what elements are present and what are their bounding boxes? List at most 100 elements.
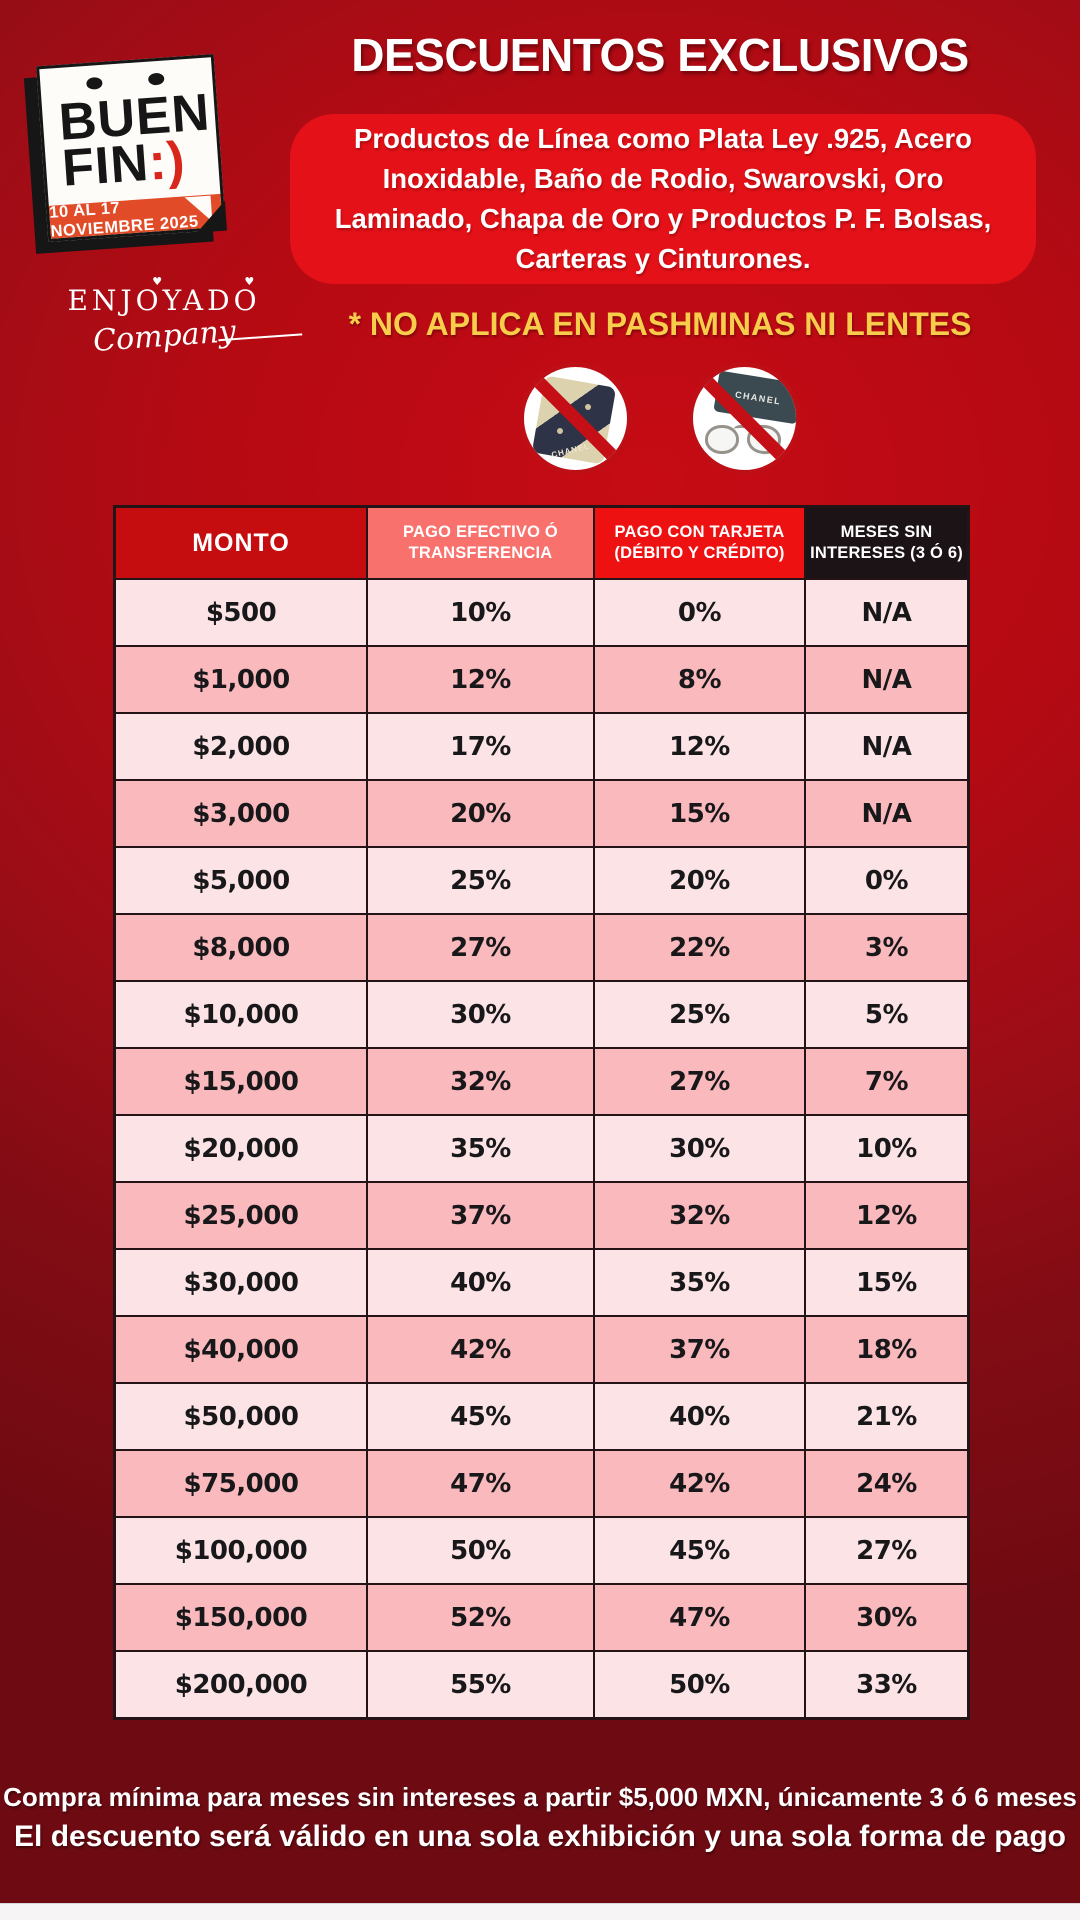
table-row: $50,000 45% 40% 21% [116, 1382, 967, 1449]
table-cell: $30,000 [116, 1250, 368, 1315]
table-cell: 3% [864, 932, 909, 963]
table-cell: 12% [595, 714, 806, 779]
table-cell: 42% [368, 1317, 595, 1382]
table-cell: 20% [368, 781, 595, 846]
table-cell: 35% [368, 1116, 595, 1181]
table-header-cell: MONTO [116, 508, 368, 578]
table-cell: $500 [116, 580, 368, 645]
table-cell: 12% [856, 1200, 917, 1231]
table-cell: 18% [856, 1334, 917, 1365]
table-cell: 5% [864, 999, 909, 1030]
promo-box: Productos de Línea como Plata Ley .925, … [290, 114, 1036, 284]
table-cell: 50% [368, 1518, 595, 1583]
table-cell: $5,000 [116, 848, 368, 913]
logo-word-fin: FIN:) [60, 131, 188, 198]
table-cell: 32% [368, 1049, 595, 1114]
table-cell: 45% [368, 1384, 595, 1449]
table-cell: $15,000 [116, 1049, 368, 1114]
table-cell: $200,000 [116, 1652, 368, 1717]
table-cell: 45% [595, 1518, 806, 1583]
table-row: $10,000 30% 25% 5% [116, 980, 967, 1047]
table-row: $20,000 35% 30% 10% [116, 1114, 967, 1181]
table-header-row: MONTO PAGO EFECTIVO Ó TRANSFERENCIA PAGO C… [116, 508, 967, 578]
table-cell: 17% [368, 714, 595, 779]
table-cell: 10% [368, 580, 595, 645]
brand-name: ENJOYADO ♥ ♥ [67, 275, 261, 317]
footer-note-validity: El descuento será válido en una sola exh… [14, 1820, 1066, 1853]
table-cell: 37% [595, 1317, 806, 1382]
table-cell: 30% [856, 1602, 917, 1633]
table-cell: N/A [861, 664, 912, 695]
table-cell: $3,000 [116, 781, 368, 846]
table-cell: $100,000 [116, 1518, 368, 1583]
table-cell: 21% [856, 1401, 917, 1432]
table-row: $200,000 55% 50% 33% [116, 1650, 967, 1717]
table-row: $500 10% 0% N/A [116, 578, 967, 645]
table-cell: 25% [368, 848, 595, 913]
table-row: $150,000 52% 47% 30% [116, 1583, 967, 1650]
no-lentes-sign: CHANEL [688, 362, 801, 475]
calendar-hole-icon [86, 76, 103, 90]
table-cell: 40% [595, 1384, 806, 1449]
table-cell: 30% [368, 982, 595, 1047]
glasses-lens-icon [705, 424, 740, 454]
table-row: $3,000 20% 15% N/A [116, 779, 967, 846]
table-cell: 15% [856, 1267, 917, 1298]
table-body: $500 10% 0% N/A $1,000 12% 8% N/A $2,000 17% 12% N/… [116, 578, 967, 1717]
table-cell: 37% [368, 1183, 595, 1248]
table-cell: 55% [368, 1652, 595, 1717]
table-cell: 42% [595, 1451, 806, 1516]
buen-fin-logo: BUEN FIN:) 10 AL 17 NOVIEMBRE 2025 [36, 54, 227, 242]
page-fold-shadow-icon [194, 200, 227, 233]
table-cell: 10% [856, 1133, 917, 1164]
table-cell: 20% [595, 848, 806, 913]
table-cell: 27% [856, 1535, 917, 1566]
table-cell: 35% [595, 1250, 806, 1315]
table-row: $5,000 25% 20% 0% [116, 846, 967, 913]
table-row: $75,000 47% 42% 24% [116, 1449, 967, 1516]
table-row: $30,000 40% 35% 15% [116, 1248, 967, 1315]
table-cell: $10,000 [116, 982, 368, 1047]
table-header-cell: MESES SIN INTERESES (3 Ó 6) [806, 508, 967, 578]
brand-subname: Company [91, 314, 237, 359]
table-cell: $25,000 [116, 1183, 368, 1248]
table-cell: 25% [595, 982, 806, 1047]
footer-note-msi: Compra mínima para meses sin intereses a… [3, 1782, 1077, 1812]
table-cell: 47% [595, 1585, 806, 1650]
table-row: $40,000 42% 37% 18% [116, 1315, 967, 1382]
table-row: $25,000 37% 32% 12% [116, 1181, 967, 1248]
table-cell: 52% [368, 1585, 595, 1650]
table-cell: 32% [595, 1183, 806, 1248]
glasses-bridge-icon [734, 424, 749, 433]
table-cell: $150,000 [116, 1585, 368, 1650]
table-cell: $2,000 [116, 714, 368, 779]
table-cell: N/A [861, 597, 912, 628]
table-row: $15,000 32% 27% 7% [116, 1047, 967, 1114]
table-row: $8,000 27% 22% 3% [116, 913, 967, 980]
table-cell: $8,000 [116, 915, 368, 980]
table-cell: 0% [864, 865, 909, 896]
table-cell: N/A [861, 798, 912, 829]
table-cell: 0% [595, 580, 806, 645]
table-cell: 30% [595, 1116, 806, 1181]
table-cell: 40% [368, 1250, 595, 1315]
discount-table: MONTO PAGO EFECTIVO Ó TRANSFERENCIA PAGO C… [113, 505, 970, 1720]
bottom-strip [0, 1903, 1080, 1920]
table-cell: $1,000 [116, 647, 368, 712]
prohibited-items: CHANEL CHANEL [290, 362, 1030, 475]
smiley-icon: :) [146, 131, 188, 192]
table-cell: 24% [856, 1468, 917, 1499]
ring-heart-icon: ♥ [152, 275, 167, 288]
table-cell: N/A [861, 731, 912, 762]
table-cell: 27% [368, 915, 595, 980]
table-cell: 33% [856, 1669, 917, 1700]
table-header-cell: PAGO EFECTIVO Ó TRANSFERENCIA [368, 508, 595, 578]
exclusion-note: * NO APLICA EN PASHMINAS NI LENTES [348, 306, 972, 342]
table-row: $1,000 12% 8% N/A [116, 645, 967, 712]
table-cell: 15% [595, 781, 806, 846]
page-title: DESCUENTOS EXCLUSIVOS [351, 29, 969, 81]
table-header-cell: PAGO CON TARJETA (DÉBITO Y CRÉDITO) [595, 508, 806, 578]
calendar-hole-icon [147, 72, 165, 86]
table-cell: 22% [595, 915, 806, 980]
